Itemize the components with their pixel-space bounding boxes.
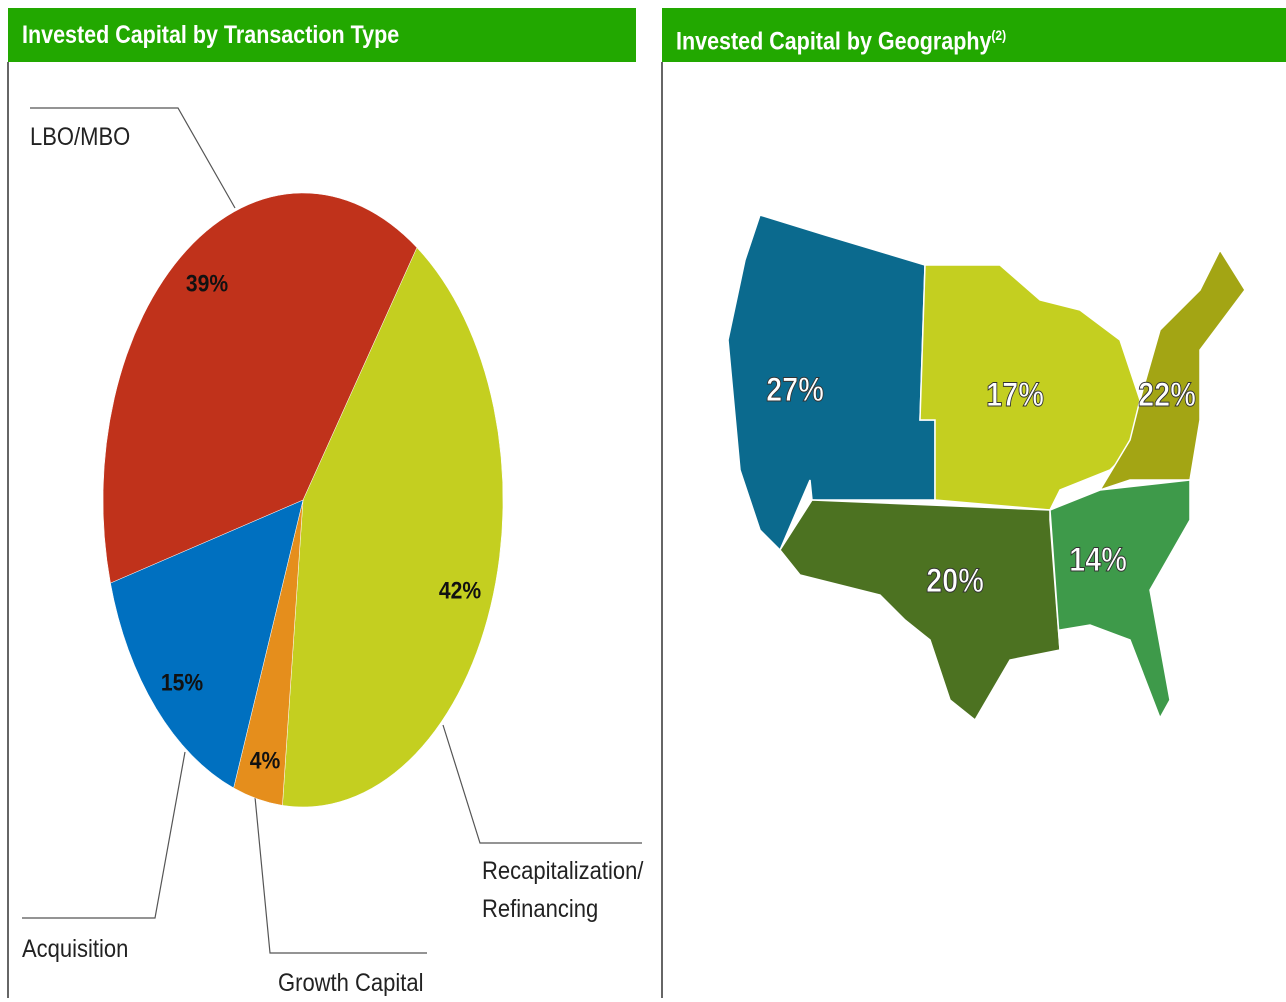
data-label: 27% xyxy=(766,370,824,409)
map-region xyxy=(727,214,936,552)
leader-line xyxy=(442,724,642,844)
data-label: 15% xyxy=(161,669,203,696)
category-label: Growth Capital xyxy=(278,969,424,997)
panel-header: Invested Capital by Geography(2) xyxy=(662,8,1286,62)
pie-slice xyxy=(110,499,304,789)
pie-slice xyxy=(102,192,418,584)
pie-slice xyxy=(282,247,504,808)
data-label: 39% xyxy=(186,270,228,297)
data-label: 42% xyxy=(439,577,481,604)
panel-header: Invested Capital by Transaction Type xyxy=(8,8,636,62)
title-superscript: (2) xyxy=(991,27,1007,43)
data-label: 20% xyxy=(926,561,984,600)
data-label: 14% xyxy=(1069,540,1127,579)
data-label: 4% xyxy=(250,747,281,774)
map-region xyxy=(779,499,1061,722)
leader-lines xyxy=(22,107,642,954)
leader-line xyxy=(30,107,236,209)
category-label: LBO/MBO xyxy=(30,123,131,151)
category-label: Recapitalization/ Refinancing xyxy=(482,857,644,923)
map-region xyxy=(1098,248,1246,492)
leader-line xyxy=(254,796,427,954)
leader-line xyxy=(22,751,186,919)
data-label: 22% xyxy=(1138,375,1196,414)
map-region xyxy=(1049,479,1191,720)
data-label: 17% xyxy=(986,375,1044,414)
chart-title: Invested Capital by Geography xyxy=(676,27,992,56)
category-label: Acquisition xyxy=(22,935,129,963)
chart-title: Invested Capital by Transaction Type xyxy=(22,21,400,49)
chart-title-wrap: Invested Capital by Geography(2) xyxy=(676,8,1006,62)
